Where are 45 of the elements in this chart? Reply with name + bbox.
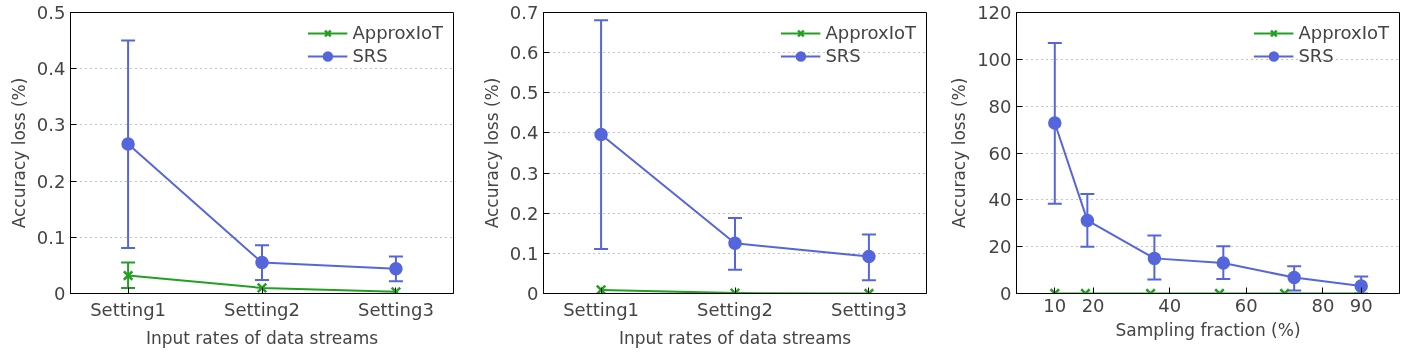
x-tick-label: Setting1 (563, 298, 640, 320)
y-tick-label: 0.5 (509, 82, 539, 104)
x-tick-label: 90 (1349, 294, 1373, 316)
legend-label: ApproxIoT (825, 22, 916, 43)
y-tick-label: 0.4 (509, 122, 539, 144)
y-tick-label: 0.3 (509, 162, 539, 184)
x-tick-label: 40 (1158, 294, 1182, 316)
y-tick-label: 120 (977, 2, 1012, 23)
y-tick-label: 0.2 (36, 170, 66, 192)
y-tick-label: 0.5 (36, 2, 66, 23)
x-tick-label: Setting1 (90, 298, 167, 320)
legend-label: SRS (1298, 45, 1334, 66)
x-tick-label: 80 (1311, 294, 1335, 316)
x-tick-label: Setting3 (830, 298, 907, 320)
y-tick-label: 0 (54, 283, 66, 304)
y-tick-label: 80 (988, 95, 1012, 117)
x-axis-title: Input rates of data streams (145, 327, 379, 348)
y-tick-label: 0.7 (509, 2, 539, 23)
y-axis-title: Accuracy loss (%) (949, 77, 970, 229)
y-axis-title: Accuracy loss (%) (8, 77, 29, 229)
y-tick-label: 0.2 (509, 202, 539, 224)
y-tick-label: 0 (1000, 283, 1012, 304)
x-axis-title: Input rates of data streams (618, 327, 852, 348)
legend-label: ApproxIoT (1298, 22, 1389, 43)
legend-label: SRS (352, 45, 388, 66)
x-tick-label: 10 (1043, 294, 1067, 316)
y-tick-label: 20 (988, 236, 1012, 258)
x-tick-label: 60 (1234, 294, 1258, 316)
y-tick-label: 0.6 (509, 42, 539, 64)
x-axis-title: Sampling fraction (%) (1115, 319, 1301, 340)
x-tick-label: Setting2 (224, 298, 300, 320)
y-tick-label: 100 (977, 48, 1012, 70)
x-tick-label: Setting3 (357, 298, 434, 320)
y-tick-label: 60 (988, 142, 1012, 164)
y-tick-label: 0.4 (36, 58, 66, 80)
y-tick-label: 0 (527, 283, 539, 304)
x-tick-label: Setting2 (697, 298, 773, 320)
y-tick-label: 40 (988, 189, 1012, 211)
y-tick-label: 0.1 (509, 242, 539, 264)
y-axis-title: Accuracy loss (%) (481, 77, 502, 229)
y-tick-label: 0.1 (36, 226, 66, 248)
legend-label: ApproxIoT (352, 22, 443, 43)
legend-label: SRS (825, 45, 861, 66)
x-tick-label: 20 (1081, 294, 1105, 316)
y-tick-label: 0.3 (36, 114, 66, 136)
